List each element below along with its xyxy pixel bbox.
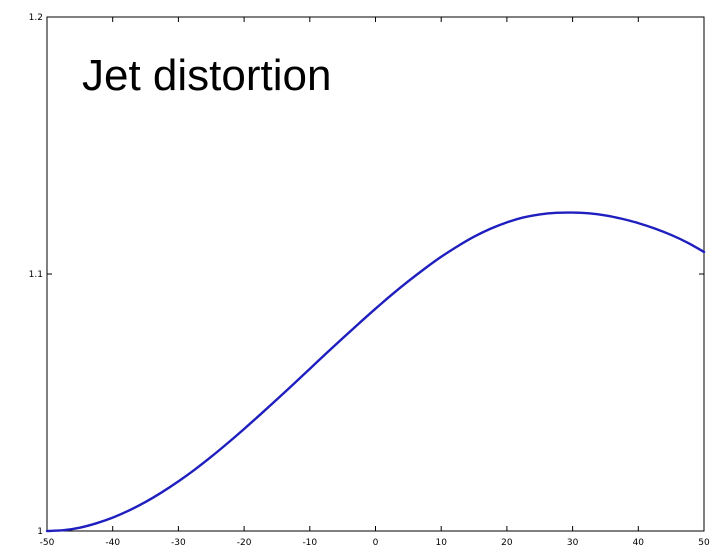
x-tick-label: 0 bbox=[373, 538, 379, 548]
x-axis: -50 -40 -30 -20 -10 0 10 20 30 40 50 bbox=[40, 17, 710, 548]
chart-title: Jet distortion bbox=[82, 51, 331, 100]
x-tick-label: 30 bbox=[567, 538, 579, 548]
x-tick-label: 10 bbox=[435, 538, 447, 548]
plot-area bbox=[46, 16, 705, 532]
x-tick-label: -50 bbox=[40, 538, 55, 548]
y-tick-label: 1.2 bbox=[29, 13, 43, 23]
y-tick-label: 1 bbox=[37, 527, 43, 537]
x-tick-label: 20 bbox=[501, 538, 513, 548]
x-tick-label: 40 bbox=[633, 538, 645, 548]
x-tick-label: -30 bbox=[171, 538, 186, 548]
x-tick-label: 50 bbox=[698, 538, 710, 548]
y-tick-label: 1.1 bbox=[29, 270, 43, 280]
x-tick-label: -10 bbox=[302, 538, 317, 548]
x-tick-label: -20 bbox=[237, 538, 252, 548]
x-tick-label: -40 bbox=[105, 538, 120, 548]
series-line bbox=[45, 211, 706, 533]
